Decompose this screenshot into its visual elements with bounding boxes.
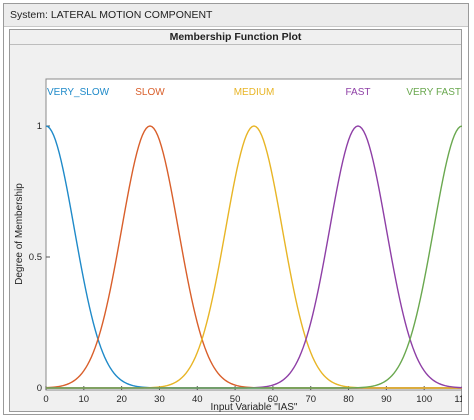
x-tick-label: 90 (381, 394, 392, 405)
x-tick-label: 110 (454, 394, 462, 405)
membership-chart[interactable]: 0 0.5 1 0 10 20 30 40 50 60 70 80 90 100 110 VERY_SLO… (9, 44, 462, 413)
series-curves (45, 125, 462, 389)
plot-area (45, 78, 462, 391)
x-tick-label: 70 (305, 394, 316, 405)
y-tick-label: 0.5 (29, 252, 42, 263)
y-tick-label: 1 (37, 121, 42, 132)
y-tick-label: 0 (37, 383, 42, 394)
series-label: SLOW (135, 87, 165, 98)
series-label: FAST (345, 87, 370, 98)
series-label: VERY FAST (406, 87, 461, 98)
x-tick-label: 80 (343, 394, 354, 405)
x-tick-label: 40 (192, 394, 203, 405)
x-tick-label: 50 (230, 394, 241, 405)
x-axis-label: Input Variable "IAS" (211, 402, 298, 413)
x-tick-label: 20 (116, 394, 127, 405)
series-label: MEDIUM (234, 87, 275, 98)
plot-panel-header: Membership Function Plot (10, 30, 461, 45)
x-tick-label: 10 (79, 394, 90, 405)
app-window: System: LATERAL MOTION COMPONENT Members… (3, 3, 469, 415)
plot-panel: Membership Function Plot 0 0.5 1 0 10 20 30 40… (9, 29, 462, 413)
x-tick-label: 0 (43, 394, 48, 405)
x-tick-label: 30 (154, 394, 165, 405)
x-tick-label: 100 (416, 394, 432, 405)
window-title: System: LATERAL MOTION COMPONENT (4, 4, 468, 27)
y-axis-label: Degree of Membership (14, 183, 25, 285)
series-line-very-fast (46, 125, 462, 389)
series-labels: VERY_SLOW SLOW MEDIUM FAST VERY FAST (47, 87, 461, 98)
series-label: VERY_SLOW (47, 87, 110, 98)
x-tick-label: 60 (268, 394, 279, 405)
